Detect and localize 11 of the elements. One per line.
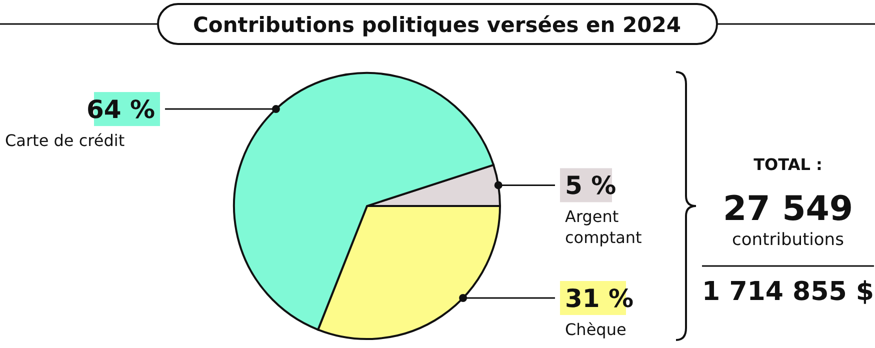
chart-title: Contributions politiques versées en 2024 (193, 13, 681, 37)
legend-label: Chèque (565, 320, 626, 339)
data-label: 64 % (86, 95, 155, 124)
text: contributions (732, 230, 844, 250)
data-label: 5 % (565, 171, 616, 200)
text: TOTAL : (754, 155, 822, 174)
text: 1 714 855 $ (702, 277, 874, 307)
data-label: 31 % (565, 284, 634, 313)
legend-label: Argent comptant (565, 207, 642, 248)
legend-label: Carte de crédit (5, 131, 125, 150)
text: 27 549 (722, 189, 854, 229)
